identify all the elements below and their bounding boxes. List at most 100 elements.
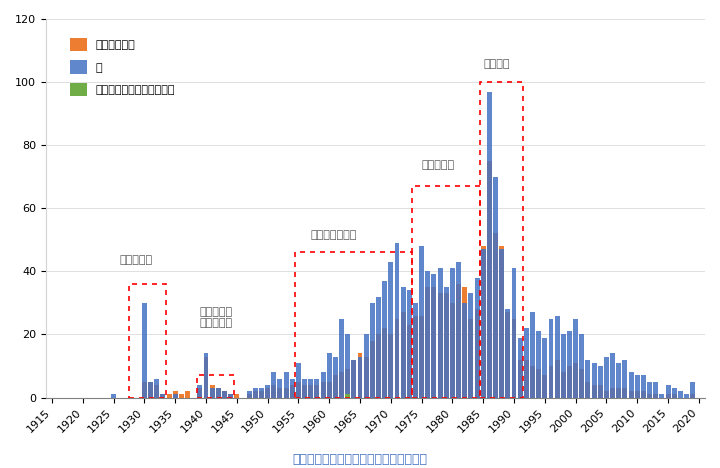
Bar: [419, 315, 424, 397]
Bar: [493, 234, 498, 397]
Bar: [148, 382, 153, 397]
Bar: [444, 293, 449, 397]
Bar: [111, 395, 116, 397]
Bar: [450, 268, 455, 397]
Bar: [395, 319, 400, 397]
Bar: [407, 290, 412, 397]
Bar: [370, 303, 375, 397]
Bar: [518, 337, 523, 397]
Bar: [684, 395, 689, 397]
Bar: [419, 246, 424, 397]
Bar: [351, 360, 356, 397]
Bar: [580, 369, 584, 397]
Bar: [616, 388, 621, 397]
Bar: [641, 391, 646, 397]
Bar: [222, 391, 227, 397]
Bar: [456, 262, 461, 397]
Bar: [271, 372, 276, 397]
Bar: [333, 375, 338, 397]
Bar: [604, 391, 609, 397]
Bar: [665, 395, 670, 397]
Bar: [228, 395, 233, 397]
Bar: [210, 385, 215, 397]
Bar: [474, 309, 480, 397]
Bar: [364, 335, 369, 397]
Bar: [505, 312, 510, 397]
Bar: [197, 385, 202, 397]
Bar: [345, 335, 350, 397]
Bar: [610, 353, 615, 397]
Bar: [148, 382, 153, 397]
Bar: [413, 303, 418, 397]
Bar: [462, 287, 467, 397]
Bar: [327, 382, 332, 397]
Bar: [284, 372, 289, 397]
Bar: [296, 363, 301, 397]
Bar: [610, 388, 615, 397]
Bar: [289, 385, 294, 397]
Bar: [154, 379, 159, 397]
Bar: [672, 388, 677, 397]
Bar: [204, 357, 209, 397]
Bar: [524, 360, 528, 397]
Bar: [395, 243, 400, 397]
Bar: [623, 388, 627, 397]
Bar: [345, 369, 350, 397]
Bar: [142, 303, 147, 397]
Bar: [364, 357, 369, 397]
Bar: [530, 312, 535, 397]
Bar: [567, 331, 572, 397]
Bar: [641, 375, 646, 397]
Bar: [580, 335, 584, 397]
Bar: [339, 372, 344, 397]
Bar: [271, 385, 276, 397]
Bar: [376, 297, 381, 397]
Bar: [345, 395, 350, 397]
Bar: [604, 357, 609, 397]
Text: 震災復興期: 震災復興期: [120, 255, 153, 265]
Bar: [616, 363, 621, 397]
Bar: [499, 249, 504, 397]
Bar: [629, 391, 634, 397]
Bar: [549, 366, 554, 397]
Bar: [499, 246, 504, 397]
Bar: [302, 379, 307, 397]
Bar: [308, 385, 313, 397]
Bar: [524, 328, 528, 397]
Bar: [376, 335, 381, 397]
Bar: [289, 379, 294, 397]
Bar: [173, 391, 178, 397]
Bar: [197, 388, 202, 397]
Bar: [678, 391, 683, 397]
Bar: [690, 382, 695, 397]
Bar: [592, 363, 597, 397]
Bar: [542, 375, 547, 397]
Bar: [388, 335, 393, 397]
Bar: [512, 268, 516, 397]
Bar: [598, 366, 603, 397]
Bar: [573, 319, 578, 397]
Bar: [542, 337, 547, 397]
Bar: [351, 360, 356, 397]
Bar: [481, 246, 486, 397]
Bar: [690, 395, 695, 397]
Bar: [296, 382, 301, 397]
Bar: [339, 319, 344, 397]
Bar: [426, 287, 431, 397]
Bar: [456, 284, 461, 397]
Bar: [438, 268, 443, 397]
Bar: [388, 262, 393, 397]
Bar: [247, 391, 251, 397]
Bar: [567, 366, 572, 397]
Bar: [653, 395, 658, 397]
Bar: [592, 385, 597, 397]
Bar: [216, 388, 221, 397]
Bar: [554, 315, 559, 397]
Bar: [185, 391, 190, 397]
Legend: コンクリート, 鋼, その他（混合橋・木・石）: コンクリート, 鋼, その他（混合橋・木・石）: [65, 32, 181, 102]
Bar: [259, 391, 264, 397]
Bar: [585, 382, 590, 397]
Bar: [222, 391, 227, 397]
Bar: [469, 319, 473, 397]
Bar: [253, 388, 258, 397]
